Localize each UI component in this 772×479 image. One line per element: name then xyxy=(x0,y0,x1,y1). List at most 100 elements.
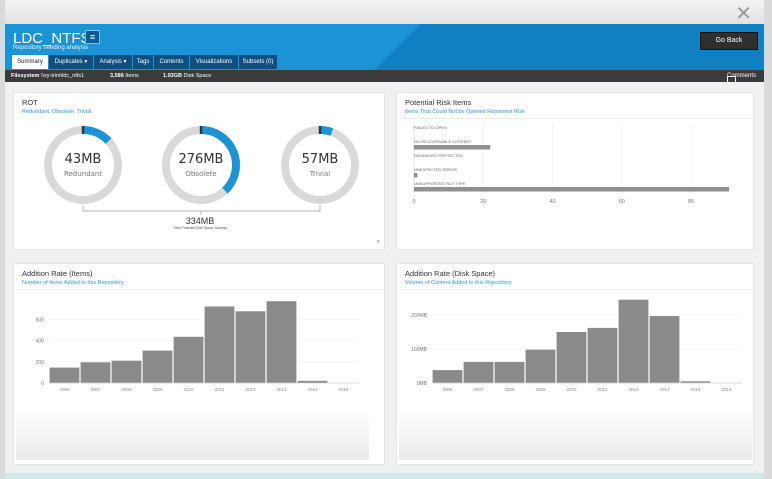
tab-bar: Summary Duplicates ▾ Analysis ▾ Tags Con… xyxy=(12,55,278,69)
donut-label: Redundant xyxy=(63,170,103,178)
items-rate-panel: Addition Rate (Items) Number of Items Ad… xyxy=(13,263,385,465)
disk-x-tick: 2010 xyxy=(566,387,577,392)
tab-analysis[interactable]: Analysis ▾ xyxy=(94,55,132,69)
disk-bar xyxy=(618,299,649,383)
donut-start-mark xyxy=(81,126,85,134)
items-rate-title: Addition Rate (Items) xyxy=(22,269,93,278)
risk-bar-chart: 0 20 40 60 80 FAILED TO OPEN NO RECOVERABLE CO… xyxy=(412,123,730,205)
donut-value: 276MB xyxy=(178,152,224,167)
items-x-tick: 2012 xyxy=(245,387,256,392)
tab-summary[interactable]: Summary xyxy=(12,55,48,69)
risk-category-label: FAILED TO OPEN xyxy=(414,125,447,130)
disk-rate-panel: Addition Rate (Disk Space) Volume of Con… xyxy=(396,263,754,465)
disk-bar xyxy=(525,349,556,383)
zoom-icon[interactable]: ⌕ xyxy=(376,239,380,245)
filesystem-info: Filesystem \\xy-trim\ldc_ntfs1 xyxy=(11,73,84,79)
disk-x-tick: 2012 xyxy=(628,387,639,392)
rot-title: ROT xyxy=(22,98,38,107)
items-y-tick: 600 xyxy=(36,317,45,323)
items-bar xyxy=(49,367,80,383)
divider xyxy=(14,289,384,290)
rot-donut-chart xyxy=(44,126,359,215)
tab-contents[interactable]: Contents xyxy=(154,55,189,69)
tab-subsets[interactable]: Subsets (0) xyxy=(239,55,277,69)
close-icon[interactable]: ✕ xyxy=(735,1,752,25)
items-y-tick: 400 xyxy=(36,339,45,345)
items-rate-subtitle: Number of Items Added to this Repository xyxy=(22,280,124,286)
disk-y-tick: 200MB xyxy=(411,313,428,319)
disk-x-tick: 2007 xyxy=(473,387,484,392)
risk-category-label: NO RECOVERABLE CONTENT xyxy=(414,139,472,144)
items-y-tick: 0 xyxy=(41,381,44,387)
repository-info-bar: Filesystem \\xy-trim\ldc_ntfs1 3,586 Ite… xyxy=(5,70,764,83)
disk-label: Disk Space xyxy=(183,73,212,79)
app-window: ✕ LDC_NTFS1 ≡ Repository needing analysi… xyxy=(5,0,764,479)
bottom-strip xyxy=(5,473,764,479)
tab-tags[interactable]: Tags xyxy=(133,55,153,69)
total-bracket xyxy=(82,205,321,212)
disk-x-tick: 2011 xyxy=(598,387,608,392)
disk-rate-subtitle: Volume of Content Added to this Reposito… xyxy=(405,280,512,286)
disk-bar xyxy=(432,370,463,383)
items-x-tick: 2014 xyxy=(307,387,318,392)
disk-y-tick: 0MB xyxy=(417,381,428,387)
risk-x-tick: 20 xyxy=(480,199,486,205)
donut-label: Trivial xyxy=(309,170,331,178)
risk-category-label: UNSUPPORTED FILE TYPE xyxy=(414,181,466,186)
disk-footer-fade xyxy=(399,408,752,460)
items-bar xyxy=(235,311,266,383)
filesystem-label: Filesystem xyxy=(11,73,40,79)
items-count: 3,586 xyxy=(110,73,124,79)
go-back-button[interactable]: Go Back xyxy=(700,32,758,50)
items-x-tick: 2009 xyxy=(152,387,163,392)
donut-value: 57MB xyxy=(301,152,339,167)
risk-subtitle: Items That Could Not be Opened Represent… xyxy=(405,109,525,115)
items-bar xyxy=(80,362,111,383)
disk-rate-chart: 0MB 100MB 200MB 2006 2007 2008 2009 2010 2011 201… xyxy=(399,299,752,460)
items-x-tick: 2013 xyxy=(276,387,287,392)
items-info: 3,586 Items xyxy=(110,73,139,79)
window-title-bar: ✕ xyxy=(5,0,764,25)
menu-icon[interactable]: ≡ xyxy=(85,30,100,44)
risk-title: Potential Risk Items xyxy=(405,98,472,107)
risk-x-tick: 60 xyxy=(619,199,625,205)
risk-bar xyxy=(414,145,491,150)
donut-trivial: 57MB Trivial xyxy=(280,152,360,178)
risk-bar xyxy=(414,173,418,178)
tab-duplicates[interactable]: Duplicates ▾ xyxy=(49,55,93,69)
items-x-tick: 2011 xyxy=(215,387,225,392)
risk-category-label: UNEXPECTED ERROR xyxy=(414,167,457,172)
items-bar xyxy=(142,350,173,383)
tab-visualizations[interactable]: Visualizations xyxy=(190,55,238,69)
comments-button[interactable]: Comments xyxy=(726,73,756,83)
disk-info: 1.03GB Disk Space xyxy=(163,73,211,79)
disk-x-tick: 2013 xyxy=(659,387,670,392)
header-decoration xyxy=(374,24,764,70)
items-bar xyxy=(266,301,297,383)
disk-rate-title: Addition Rate (Disk Space) xyxy=(405,269,496,278)
items-bar xyxy=(173,336,204,383)
disk-bar xyxy=(649,316,680,383)
disk-bar xyxy=(463,361,494,383)
divider xyxy=(397,118,753,119)
items-x-tick: 2007 xyxy=(90,387,101,392)
disk-x-tick: 2006 xyxy=(442,387,453,392)
items-bar xyxy=(111,360,142,383)
risk-category-label: PASSWORD PROTECTED xyxy=(414,153,463,158)
disk-bar xyxy=(556,332,587,383)
risk-x-tick: 0 xyxy=(412,199,415,205)
items-y-tick: 200 xyxy=(36,360,45,366)
risk-x-tick: 40 xyxy=(549,199,555,205)
risk-panel: Potential Risk Items Items That Could No… xyxy=(396,92,754,250)
comments-label: Comments xyxy=(726,73,756,79)
disk-bar xyxy=(494,361,525,383)
items-bar xyxy=(297,380,328,383)
disk-y-tick: 100MB xyxy=(411,347,428,353)
donut-label: Obsolete xyxy=(185,170,217,178)
disk-x-tick: 2015 xyxy=(721,387,732,392)
divider xyxy=(397,289,753,290)
items-rate-chart: 0 200 400 600 2006 2007 2008 2009 2010 2011 2012 20… xyxy=(16,301,369,460)
comment-icon xyxy=(726,76,736,83)
items-x-tick: 2015 xyxy=(338,387,349,392)
items-x-tick: 2006 xyxy=(59,387,70,392)
